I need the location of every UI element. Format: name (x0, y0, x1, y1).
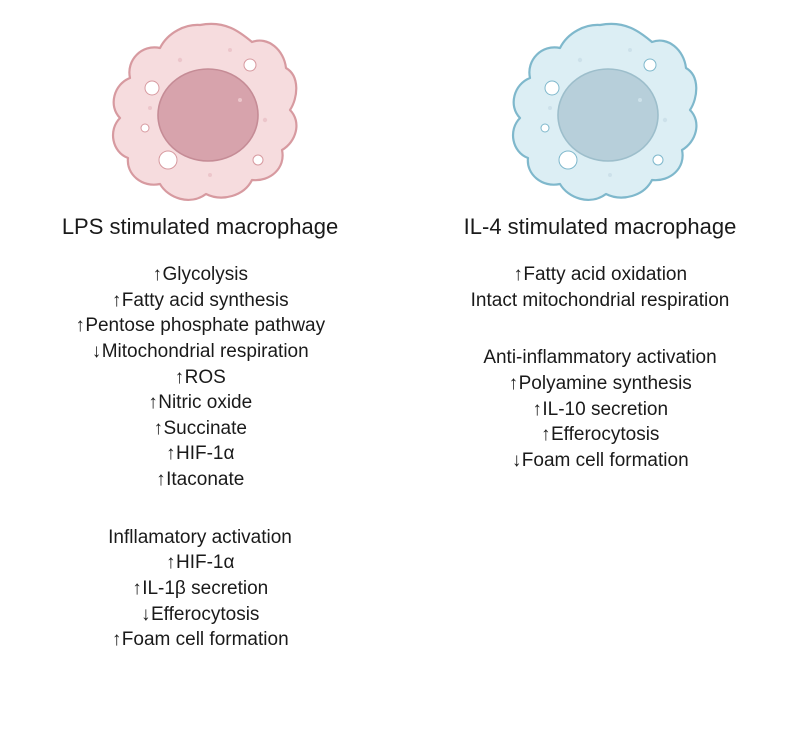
right-heading: IL-4 stimulated macrophage (464, 214, 737, 240)
left-g1-item: ↑Itaconate (75, 467, 325, 493)
cell-speckle (148, 106, 152, 110)
cell-vesicle (141, 124, 149, 132)
right-g2-label: Anti-inflammatory activation (483, 347, 716, 368)
cell-vesicle (145, 81, 159, 95)
arrow-icon: ↑ (166, 441, 176, 467)
left-g1-label: Mitochondrial respiration (102, 341, 309, 362)
arrow-icon: ↑ (111, 288, 121, 314)
cell-svg (490, 10, 710, 210)
left-column: LPS stimulated macrophage ↑Glycolysis↑Fa… (8, 10, 392, 744)
left-g1-label: Pentose phosphate pathway (85, 315, 325, 336)
right-g1-label: Intact mitochondrial respiration (471, 290, 730, 311)
left-g1-label: Fatty acid synthesis (122, 290, 289, 311)
arrow-icon: ↑ (174, 365, 184, 391)
cell-speckle (638, 98, 642, 102)
right-cell-illustration (490, 10, 710, 210)
cell-vesicle (253, 155, 263, 165)
cell-speckle (263, 118, 267, 122)
right-group-1: ↑Fatty acid oxidationIntact mitochondria… (471, 262, 730, 313)
left-g1-label: Succinate (163, 418, 246, 439)
arrow-icon: ↑ (508, 371, 518, 397)
cell-svg (90, 10, 310, 210)
right-g2-label: Polyamine synthesis (519, 373, 692, 394)
cell-speckle (663, 118, 667, 122)
right-g2-label: Efferocytosis (551, 424, 659, 445)
cell-nucleus (558, 69, 658, 161)
cell-nucleus (158, 69, 258, 161)
arrow-icon: ↓ (511, 448, 521, 474)
arrow-icon: ↓ (91, 339, 101, 365)
left-group-2: Infllamatory activation↑HIF-1α↑IL-1β sec… (108, 525, 292, 653)
cell-speckle (578, 58, 582, 62)
left-g2-label: IL-1β secretion (142, 578, 268, 599)
cell-speckle (208, 173, 212, 177)
cell-vesicle (244, 59, 256, 71)
cell-speckle (628, 48, 632, 52)
arrow-icon: ↑ (148, 390, 158, 416)
arrow-icon: ↑ (156, 467, 166, 493)
left-g1-label: Glycolysis (162, 264, 248, 285)
arrow-icon: ↑ (111, 627, 121, 653)
left-g2-label: HIF-1α (176, 552, 234, 573)
left-g2-label: Foam cell formation (122, 629, 289, 650)
arrow-icon: ↑ (75, 313, 85, 339)
arrow-icon: ↑ (132, 576, 142, 602)
right-g1-label: Fatty acid oxidation (523, 264, 687, 285)
left-g1-item: ↑HIF-1α (75, 441, 325, 467)
left-g1-item: ↑Fatty acid synthesis (75, 288, 325, 314)
left-g1-item: ↑ROS (75, 365, 325, 391)
left-g2-item: Infllamatory activation (108, 525, 292, 551)
right-column: IL-4 stimulated macrophage ↑Fatty acid o… (408, 10, 792, 744)
left-heading: LPS stimulated macrophage (62, 214, 338, 240)
cell-vesicle (159, 151, 177, 169)
left-g2-label: Infllamatory activation (108, 527, 292, 548)
left-g2-item: ↑IL-1β secretion (108, 576, 292, 602)
cell-speckle (228, 48, 232, 52)
right-g2-item: ↓Foam cell formation (483, 448, 716, 474)
left-g2-item: ↑Foam cell formation (108, 627, 292, 653)
left-cell-illustration (90, 10, 310, 210)
cell-speckle (608, 173, 612, 177)
arrow-icon: ↑ (541, 422, 551, 448)
cell-speckle (178, 58, 182, 62)
right-g1-item: ↑Fatty acid oxidation (471, 262, 730, 288)
left-g1-label: HIF-1α (176, 443, 234, 464)
left-g1-label: Itaconate (166, 469, 244, 490)
left-g1-item: ↑Nitric oxide (75, 390, 325, 416)
right-g2-label: Foam cell formation (522, 450, 689, 471)
cell-vesicle (545, 81, 559, 95)
left-g1-item: ↑Glycolysis (75, 262, 325, 288)
cell-speckle (548, 106, 552, 110)
left-group-1: ↑Glycolysis↑Fatty acid synthesis↑Pentose… (75, 262, 325, 493)
right-g1-item: Intact mitochondrial respiration (471, 288, 730, 314)
right-group-2: Anti-inflammatory activation↑Polyamine s… (483, 345, 716, 473)
right-g2-item: Anti-inflammatory activation (483, 345, 716, 371)
arrow-icon: ↑ (513, 262, 523, 288)
cell-vesicle (644, 59, 656, 71)
arrow-icon: ↑ (153, 416, 163, 442)
right-g2-item: ↑IL-10 secretion (483, 397, 716, 423)
cell-speckle (238, 98, 242, 102)
arrow-icon: ↑ (532, 397, 542, 423)
left-g1-item: ↑Succinate (75, 416, 325, 442)
cell-vesicle (541, 124, 549, 132)
left-g1-label: ROS (185, 367, 226, 388)
arrow-icon: ↑ (166, 550, 176, 576)
cell-vesicle (559, 151, 577, 169)
left-g2-item: ↑HIF-1α (108, 550, 292, 576)
left-g1-item: ↓Mitochondrial respiration (75, 339, 325, 365)
arrow-icon: ↑ (152, 262, 162, 288)
left-g2-item: ↓Efferocytosis (108, 602, 292, 628)
right-g2-label: IL-10 secretion (542, 399, 668, 420)
cell-vesicle (653, 155, 663, 165)
left-g1-label: Nitric oxide (158, 392, 252, 413)
page: LPS stimulated macrophage ↑Glycolysis↑Fa… (0, 0, 800, 744)
left-g2-label: Efferocytosis (151, 604, 259, 625)
left-g1-item: ↑Pentose phosphate pathway (75, 313, 325, 339)
arrow-icon: ↓ (141, 602, 151, 628)
right-g2-item: ↑Efferocytosis (483, 422, 716, 448)
right-g2-item: ↑Polyamine synthesis (483, 371, 716, 397)
